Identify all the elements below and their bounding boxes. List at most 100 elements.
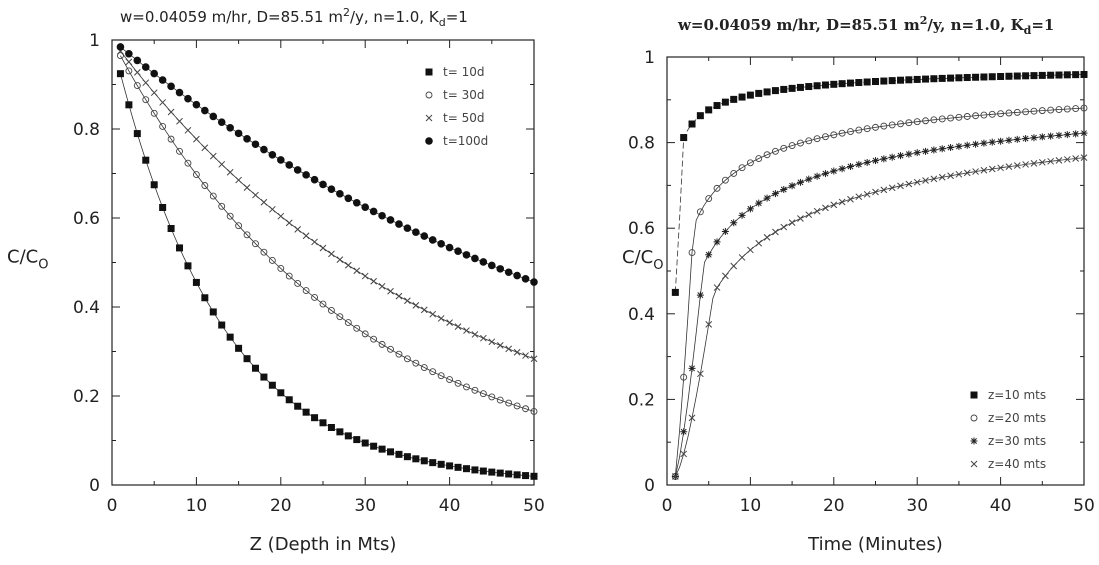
- right-data-point: [780, 144, 788, 152]
- right-data-point: [722, 272, 729, 280]
- left-data-point: [218, 202, 226, 210]
- left-data-point: [353, 324, 361, 332]
- left-data-point: [125, 101, 133, 109]
- left-data-point: [209, 192, 217, 200]
- left-data-point: [403, 355, 411, 363]
- right-data-point: [1080, 129, 1088, 137]
- left-data-point: [158, 76, 167, 84]
- left-data-point: [268, 150, 277, 159]
- right-data-point: [880, 77, 888, 85]
- left-data-point: [522, 405, 530, 413]
- left-data-point: [141, 63, 150, 71]
- right-data-point: [838, 129, 846, 137]
- right-data-point: [922, 177, 929, 184]
- left-legend-label: t= 30d: [443, 88, 484, 102]
- right-legend-label: z=40 mts: [988, 457, 1046, 471]
- left-data-point: [496, 469, 504, 477]
- right-data-point: [963, 169, 971, 177]
- right-legend-marker: [970, 391, 978, 399]
- right-data-point: [805, 211, 813, 219]
- left-xtick-label: 0: [107, 496, 118, 516]
- right-data-point: [788, 219, 796, 226]
- left-data-point: [243, 231, 251, 239]
- left-data-point: [429, 310, 437, 318]
- left-data-point: [260, 373, 268, 381]
- left-data-point: [504, 268, 513, 277]
- right-y-axis-label: C/CO: [622, 247, 663, 273]
- left-data-point: [446, 462, 454, 470]
- right-data-point: [671, 288, 679, 296]
- left-data-point: [159, 122, 167, 130]
- left-data-point: [505, 399, 513, 407]
- left-data-point: [513, 471, 521, 479]
- left-data-point: [353, 267, 361, 275]
- right-data-point: [1063, 71, 1071, 79]
- left-ytick-label: 0.4: [73, 298, 100, 318]
- left-ytick-label: 0.8: [73, 120, 100, 140]
- right-xtick-label: 40: [990, 496, 1012, 516]
- right-data-point: [797, 215, 804, 222]
- right-data-point: [713, 102, 721, 110]
- right-data-point: [688, 364, 696, 372]
- right-legend-label: z=20 mts: [988, 411, 1046, 425]
- left-data-point: [285, 272, 293, 280]
- left-ytick-label: 0.6: [73, 209, 100, 229]
- left-data-point: [505, 470, 513, 478]
- right-data-point: [997, 164, 1004, 172]
- right-data-point: [1005, 109, 1013, 117]
- left-chart-title: w=0.04059 m/hr, D=85.51 m2/y, n=1.0, Kd=…: [120, 6, 468, 29]
- right-data-point: [980, 139, 988, 147]
- right-chart-title: w=0.04059 m/hr, D=85.51 m2/y, n=1.0, Kd=…: [678, 14, 1055, 37]
- right-data-point: [1030, 134, 1038, 142]
- right-data-point: [963, 74, 971, 82]
- left-data-point: [311, 293, 319, 301]
- left-data-point: [201, 106, 209, 115]
- right-data-point: [938, 173, 946, 181]
- left-data-point: [252, 240, 259, 248]
- left-data-point: [530, 407, 538, 415]
- left-data-point: [277, 389, 285, 397]
- right-data-point: [680, 450, 688, 458]
- left-data-point: [336, 256, 344, 263]
- left-series-line: [120, 55, 535, 412]
- left-data-point: [386, 216, 395, 224]
- right-data-point: [796, 83, 804, 91]
- left-data-point: [454, 463, 462, 471]
- left-data-point: [370, 442, 378, 450]
- right-data-point: [1063, 105, 1071, 113]
- right-data-point: [730, 95, 738, 103]
- left-y-axis-label: C/CO: [7, 247, 48, 273]
- left-data-point: [488, 393, 496, 401]
- right-data-point: [972, 112, 980, 120]
- right-data-point: [872, 157, 879, 165]
- right-data-point: [897, 182, 904, 190]
- left-data-point: [159, 99, 166, 106]
- right-data-point: [938, 115, 946, 123]
- left-data-point: [294, 226, 302, 233]
- left-ytick-label: 1: [89, 31, 100, 51]
- left-data-point: [404, 297, 411, 305]
- right-data-point: [1063, 131, 1071, 139]
- right-data-point: [680, 373, 688, 381]
- left-data-point: [471, 386, 479, 394]
- right-data-point: [947, 172, 954, 180]
- right-data-point: [838, 80, 846, 88]
- right-data-point: [955, 142, 963, 150]
- left-data-point: [496, 396, 504, 404]
- right-data-point: [838, 165, 846, 173]
- left-data-point: [479, 258, 488, 266]
- left-data-point: [243, 135, 251, 143]
- right-data-point: [730, 262, 738, 270]
- right-x-axis-label: Time (Minutes): [807, 534, 943, 555]
- right-data-point: [1005, 136, 1013, 144]
- right-data-point: [905, 180, 913, 188]
- left-data-point: [226, 333, 234, 341]
- right-data-point: [988, 73, 996, 81]
- left-data-point: [142, 96, 150, 104]
- left-data-point: [420, 457, 428, 465]
- right-data-point: [771, 190, 779, 198]
- right-data-point: [1030, 72, 1038, 80]
- left-data-point: [184, 159, 192, 167]
- right-data-point: [1055, 131, 1063, 139]
